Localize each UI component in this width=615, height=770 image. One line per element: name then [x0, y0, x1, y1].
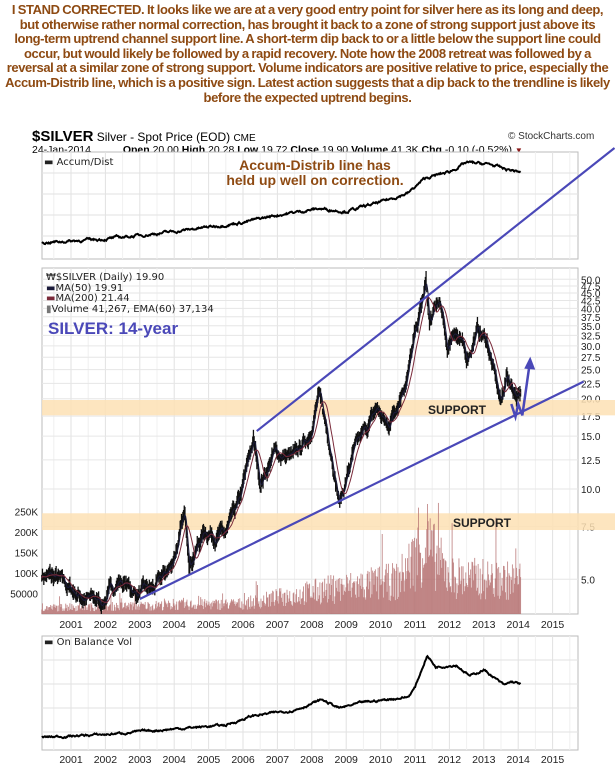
legend-accum-label: Accum/Dist	[56, 157, 114, 168]
copyright: © StockCharts.com	[508, 131, 595, 142]
chart-header: $SILVER Silver - Spot Price (EOD) CME	[32, 128, 256, 145]
x-tick-label: 2014	[507, 619, 531, 631]
x-tick-label: 2006	[231, 619, 255, 631]
down-arrow-icon: ▼	[514, 146, 523, 155]
support-zone-lower	[42, 513, 615, 531]
x-tick-label: 2010	[369, 619, 393, 631]
x-tick-label: 2004	[163, 754, 187, 766]
support-label-lower: SUPPORT	[453, 516, 512, 530]
x-tick-label: 2015	[541, 619, 565, 631]
ma200-line	[41, 296, 521, 603]
x-tick-label: 2008	[300, 754, 324, 766]
x-tick-label: 2013	[472, 619, 496, 631]
x-tick-label: 2011	[404, 619, 427, 631]
x-tick-label: 2009	[335, 754, 359, 766]
panel-obv	[41, 635, 579, 751]
legend-accum: ▬ Accum/Dist	[44, 157, 114, 169]
volume-tick-label: 250K	[15, 508, 39, 519]
x-tick-label: 2012	[438, 619, 462, 631]
price-tick-label: 5.0	[581, 575, 595, 586]
x-tick-label: 2015	[541, 754, 565, 766]
accum-note-line-1: Accum-Distrib line has	[239, 157, 391, 173]
legend-volume-label: Volume 41,267, EMA(60) 37,134	[51, 303, 214, 315]
support-zone-upper	[42, 400, 615, 416]
support-label-upper: SUPPORT	[428, 403, 487, 417]
accum-note-line-2: held up well on correction.	[226, 172, 404, 188]
accum-dist-line	[41, 160, 522, 246]
obv-line	[41, 654, 522, 740]
legend-obv: ▬ On Balance Vol	[44, 637, 133, 649]
chart-title-annotation: SILVER: 14-year	[48, 319, 179, 338]
x-tick-label: 2008	[300, 619, 324, 631]
volume-tick-label: 200K	[15, 528, 39, 539]
ma50-line	[41, 283, 521, 607]
accum-annotation: Accum-Distrib line has held up well on c…	[210, 158, 420, 188]
price-tick-label: 45.0	[581, 289, 601, 300]
x-tick-label: 2002	[94, 619, 118, 631]
legend-price: ₩$SILVER (Daily) 19.90 ▬MA(50) 19.91 ▬MA…	[46, 272, 214, 315]
price-tick-label: 32.5	[581, 331, 601, 342]
x-tick-label: 2009	[335, 619, 359, 631]
price-tick-label: 10.0	[581, 485, 601, 496]
legend-obv-label: On Balance Vol	[56, 637, 133, 648]
trendline-upper-channel	[256, 147, 615, 432]
symbol: $SILVER	[32, 128, 94, 145]
volume-tick-label: 50000	[10, 590, 38, 601]
x-tick-label: 2007	[266, 619, 290, 631]
x-tick-label: 2010	[369, 754, 393, 766]
x-tick-label: 2007	[266, 754, 290, 766]
arrow-head-icon	[524, 356, 536, 370]
price-tick-label: 27.5	[581, 353, 601, 364]
volume-bars	[41, 502, 522, 614]
price-tick-label: 30.0	[581, 342, 601, 353]
price-tick-label: 15.0	[581, 432, 601, 443]
line-swatch-icon: ▬	[44, 637, 54, 648]
legend-price-label: $SILVER (Daily) 19.90	[55, 272, 165, 283]
price-tick-label: 12.5	[581, 456, 601, 467]
price-tick-label: 35.0	[581, 322, 601, 333]
candle-icon: ₩	[46, 272, 56, 283]
x-tick-label: 2003	[128, 619, 152, 631]
price-tick-label: 17.5	[581, 412, 601, 423]
legend-ma200-label: MA(200) 21.44	[55, 293, 130, 304]
trendline-lower-channel	[139, 380, 585, 600]
x-tick-label: 2001	[59, 754, 83, 766]
x-tick-label: 2002	[94, 754, 118, 766]
x-tick-label: 2003	[128, 754, 152, 766]
x-tick-label: 2004	[163, 619, 187, 631]
x-tick-label: 2005	[197, 754, 221, 766]
projection-path	[510, 359, 532, 422]
x-tick-label: 2005	[197, 619, 221, 631]
panel-acc	[41, 151, 579, 260]
x-tick-label: 2011	[404, 754, 427, 766]
line-swatch-icon: ▬	[44, 157, 54, 168]
price-tick-label: 50.0	[581, 275, 601, 286]
ma200-swatch-icon: ▬	[46, 293, 56, 304]
x-tick-label: 2006	[231, 754, 255, 766]
price-tick-label: 25.0	[581, 366, 601, 377]
price-tick-label: 40.0	[581, 304, 601, 315]
commentary-text: I STAND CORRECTED. It looks like we are …	[5, 2, 610, 105]
x-tick-label: 2001	[59, 619, 83, 631]
price-tick-label: 42.5	[581, 296, 601, 307]
legend-ma50-label: MA(50) 19.91	[55, 282, 124, 294]
volume-tick-label: 100K	[15, 569, 39, 580]
ma50-swatch-icon: ▬	[46, 282, 56, 294]
price-tick-label: 47.5	[581, 282, 601, 293]
x-tick-label: 2012	[438, 754, 462, 766]
volume-bars-icon: ▮	[46, 303, 52, 315]
exchange: CME	[233, 133, 256, 144]
description: Silver - Spot Price (EOD)	[96, 130, 231, 144]
x-tick-label: 2013	[472, 754, 496, 766]
volume-tick-label: 150K	[15, 549, 39, 560]
price-tick-label: 37.5	[581, 313, 601, 324]
price-tick-label: 22.5	[581, 379, 601, 390]
x-tick-label: 2014	[507, 754, 531, 766]
